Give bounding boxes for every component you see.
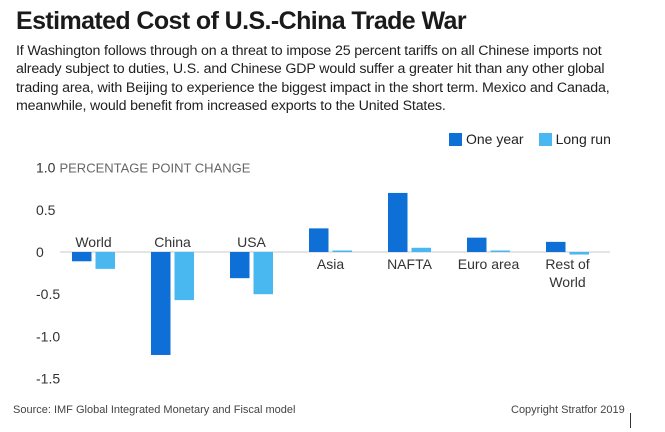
bar-one-year-euro-area — [467, 237, 487, 252]
legend-label-one-year: One year — [466, 131, 524, 147]
legend-item-long-run: Long run — [538, 131, 611, 147]
y-tick-label: 0.5 — [36, 202, 56, 218]
y-tick-label: -0.5 — [36, 286, 60, 302]
bar-long-run-usa — [253, 252, 273, 295]
bar-long-run-china — [174, 252, 194, 301]
chart-legend: One year Long run — [449, 131, 626, 147]
source-note: Source: IMF Global Integrated Monetary a… — [13, 404, 296, 416]
category-labels: World China USA Asia NAFTA Euro area Rest of Wo… — [75, 234, 589, 290]
bar-long-run-rest-of-world — [569, 252, 589, 255]
category-label-usa: USA — [237, 234, 266, 250]
bar-long-run-asia — [332, 250, 352, 252]
y-tick-label: -1.0 — [36, 328, 60, 344]
category-label-rest-of-world: Rest of World — [545, 256, 589, 290]
bar-long-run-euro-area — [490, 250, 510, 252]
category-label-nafta: NAFTA — [387, 256, 433, 272]
y-tick-label: 0 — [36, 244, 44, 260]
category-label-line: World — [75, 234, 111, 250]
bar-one-year-nafta — [388, 192, 408, 252]
copyright-note: Copyright Stratfor 2019 — [511, 404, 625, 416]
bar-one-year-usa — [230, 252, 250, 279]
y-axis-ticks: 1.0 PERCENTAGE POINT CHANGE 0.5 0 -0.5 -1.0 -1… — [36, 160, 251, 387]
bar-long-run-world — [95, 252, 115, 269]
y-axis-label: PERCENTAGE POINT CHANGE — [59, 161, 250, 176]
legend-item-one-year: One year — [449, 131, 524, 147]
category-label-euro-area: Euro area — [458, 256, 520, 272]
category-label-line: Asia — [317, 256, 344, 272]
text-cursor — [630, 413, 631, 428]
chart-title: Estimated Cost of U.S.-China Trade War — [16, 7, 467, 35]
bar-one-year-world — [72, 252, 92, 262]
category-label-china: China — [154, 234, 191, 250]
category-label-asia: Asia — [317, 256, 344, 272]
bar-one-year-asia — [309, 228, 329, 252]
category-label-line: Rest of — [545, 256, 589, 272]
y-tick-label: 1.0 PERCENTAGE POINT CHANGE — [36, 160, 251, 176]
bars — [72, 192, 589, 355]
legend-label-long-run: Long run — [555, 131, 611, 147]
category-label-line: USA — [237, 234, 266, 250]
legend-swatch-long-run — [538, 132, 552, 146]
bar-one-year-china — [151, 252, 171, 355]
chart-subtitle: If Washington follows through on a threa… — [16, 43, 610, 115]
category-label-line: World — [549, 274, 585, 290]
bar-one-year-rest-of-world — [546, 241, 566, 252]
category-label-world: World — [75, 234, 111, 250]
legend-swatch-one-year — [449, 132, 462, 146]
bar-long-run-nafta — [411, 247, 431, 252]
category-label-line: Euro area — [458, 256, 520, 272]
y-tick-label: -1.5 — [36, 371, 60, 387]
category-label-line: NAFTA — [387, 256, 433, 272]
category-label-line: China — [154, 234, 191, 250]
